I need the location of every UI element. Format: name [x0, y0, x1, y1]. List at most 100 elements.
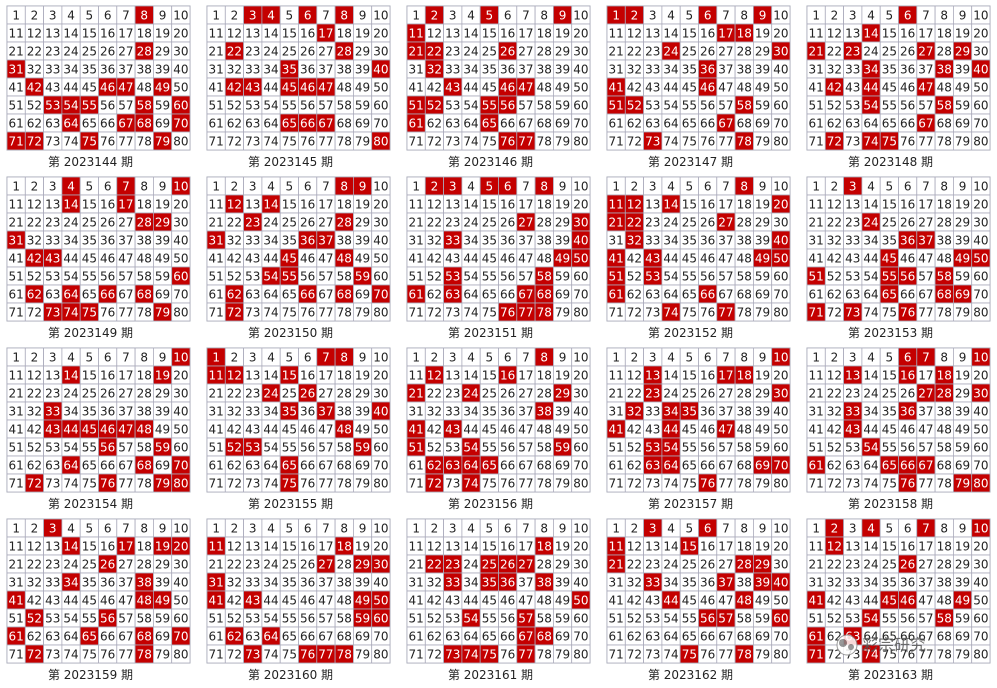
cell-number: 31 [609, 576, 624, 590]
cell-number: 19 [155, 369, 170, 383]
cell-number: 39 [555, 576, 570, 590]
cell-number: 73 [445, 648, 460, 662]
cell-number: 17 [718, 540, 733, 554]
cell-number: 11 [409, 27, 424, 41]
cell-number: 9 [759, 180, 767, 194]
cell-number: 68 [337, 459, 352, 473]
cell-number: 71 [209, 306, 224, 320]
cell-number: 77 [318, 135, 333, 149]
cell-number: 49 [555, 594, 570, 608]
cell-number: 69 [755, 117, 770, 131]
cell-number: 34 [463, 576, 478, 590]
cell-number: 68 [937, 288, 952, 302]
cell-number: 78 [337, 648, 352, 662]
cell-number: 12 [227, 540, 242, 554]
cell-number: 44 [463, 594, 478, 608]
cell-number: 14 [463, 27, 478, 41]
cell-number: 18 [937, 198, 952, 212]
cell-number: 12 [627, 369, 642, 383]
cell-number: 43 [245, 81, 260, 95]
cell-number: 56 [900, 99, 915, 113]
cell-number: 25 [882, 216, 897, 230]
cell-number: 69 [155, 630, 170, 644]
cell-number: 45 [682, 81, 697, 95]
cell-number: 8 [140, 522, 148, 536]
cell-number: 22 [227, 45, 242, 59]
cell-number: 20 [973, 27, 988, 41]
cell-number: 48 [737, 423, 752, 437]
cell-number: 25 [882, 387, 897, 401]
cell-number: 29 [355, 216, 370, 230]
cell-number: 49 [955, 81, 970, 95]
cell-number: 5 [486, 522, 494, 536]
cell-number: 70 [973, 117, 988, 131]
cell-number: 18 [337, 540, 352, 554]
cell-number: 11 [809, 540, 824, 554]
cell-number: 21 [409, 387, 424, 401]
cell-number: 46 [700, 252, 715, 266]
cell-number: 51 [409, 99, 424, 113]
cell-number: 25 [282, 216, 297, 230]
cell-number: 38 [137, 576, 152, 590]
cell-number: 50 [173, 423, 188, 437]
cell-number: 56 [700, 441, 715, 455]
cell-number: 70 [173, 288, 188, 302]
cell-number: 77 [118, 135, 133, 149]
draw-label: 第 2023148 期 [848, 155, 933, 169]
cell-number: 27 [118, 387, 133, 401]
cell-number: 9 [759, 522, 767, 536]
cell-number: 75 [882, 135, 897, 149]
cell-number: 8 [540, 9, 548, 23]
cell-number: 35 [482, 63, 497, 77]
cell-number: 24 [463, 387, 478, 401]
cell-number: 47 [118, 594, 133, 608]
cell-number: 32 [627, 63, 642, 77]
cell-number: 34 [863, 234, 878, 248]
cell-number: 10 [973, 9, 988, 23]
cell-number: 46 [100, 423, 115, 437]
cell-number: 29 [355, 45, 370, 59]
cell-number: 49 [355, 81, 370, 95]
cell-number: 33 [245, 576, 260, 590]
cell-number: 40 [173, 576, 188, 590]
cell-number: 14 [463, 369, 478, 383]
cell-number: 56 [700, 270, 715, 284]
cell-number: 78 [537, 135, 552, 149]
cell-number: 28 [337, 387, 352, 401]
cell-number: 68 [737, 288, 752, 302]
cell-number: 20 [973, 198, 988, 212]
cell-number: 15 [282, 540, 297, 554]
cell-number: 34 [863, 405, 878, 419]
cell-number: 76 [300, 135, 315, 149]
cell-number: 45 [682, 423, 697, 437]
cell-number: 48 [937, 81, 952, 95]
cell-number: 31 [9, 234, 24, 248]
cell-number: 54 [263, 612, 278, 626]
cell-number: 18 [537, 198, 552, 212]
cell-number: 59 [755, 270, 770, 284]
cell-number: 72 [427, 477, 442, 491]
cell-number: 50 [173, 594, 188, 608]
cell-number: 33 [445, 63, 460, 77]
cell-number: 74 [63, 648, 78, 662]
cell-number: 67 [918, 117, 933, 131]
cell-number: 13 [245, 369, 260, 383]
cell-number: 49 [555, 252, 570, 266]
cell-number: 76 [500, 306, 515, 320]
cell-number: 74 [863, 477, 878, 491]
cell-number: 56 [300, 99, 315, 113]
cell-number: 68 [537, 288, 552, 302]
cell-number: 43 [445, 81, 460, 95]
cell-number: 59 [355, 441, 370, 455]
cell-number: 33 [45, 405, 60, 419]
draw-label: 第 2023161 期 [448, 668, 533, 682]
cell-number: 73 [445, 135, 460, 149]
cell-number: 23 [245, 387, 260, 401]
cell-number: 52 [827, 99, 842, 113]
cell-number: 12 [827, 27, 842, 41]
cell-number: 80 [173, 135, 188, 149]
cell-number: 29 [555, 216, 570, 230]
cell-number: 22 [427, 558, 442, 572]
